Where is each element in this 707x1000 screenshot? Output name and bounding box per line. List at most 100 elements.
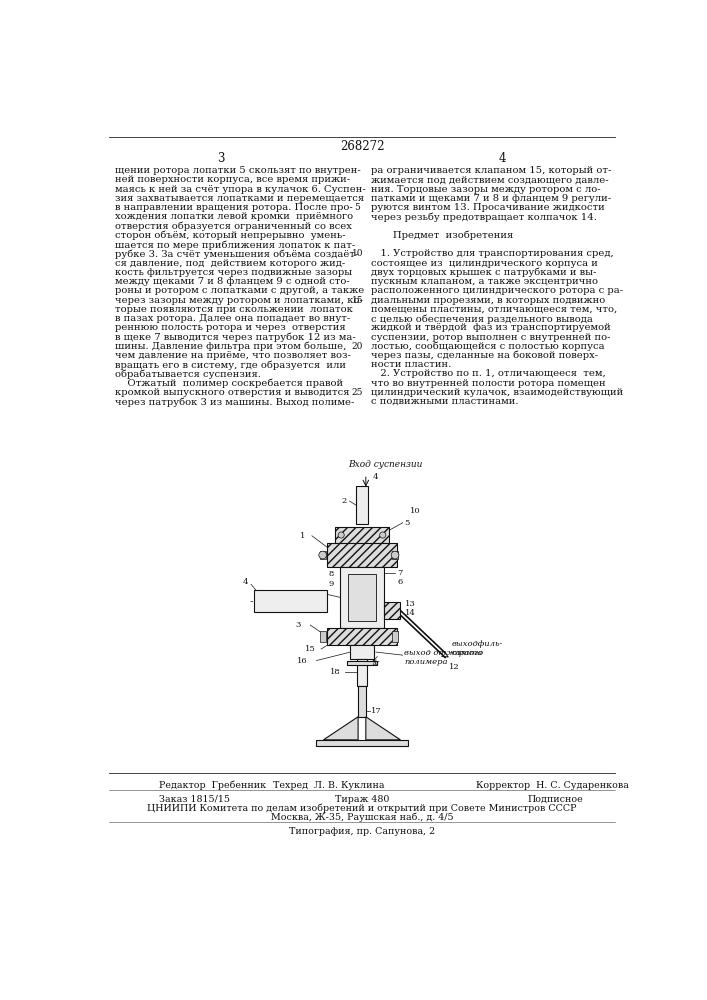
Text: 4: 4 xyxy=(498,152,506,165)
Circle shape xyxy=(338,532,344,538)
Text: ра ограничивается клапаном 15, который от-: ра ограничивается клапаном 15, который о… xyxy=(371,166,612,175)
Text: Редактор  Гребенник: Редактор Гребенник xyxy=(160,781,267,790)
Text: 11: 11 xyxy=(303,590,313,598)
Text: 9: 9 xyxy=(329,580,334,588)
Bar xyxy=(327,628,397,645)
Bar xyxy=(356,486,368,524)
Text: выход отжатого: выход отжатого xyxy=(404,649,484,657)
Text: 5: 5 xyxy=(404,519,409,527)
Text: Типография, пр. Сапунова, 2: Типография, пр. Сапунова, 2 xyxy=(289,827,435,836)
Text: обрабатывается суспензия.: обрабатывается суспензия. xyxy=(115,369,261,379)
Text: Москва, Ж-35, Раушская наб., д. 4/5: Москва, Ж-35, Раушская наб., д. 4/5 xyxy=(271,813,453,822)
Text: 20: 20 xyxy=(351,342,363,351)
Polygon shape xyxy=(324,717,358,740)
Text: Корректор  Н. С. Сударенкова: Корректор Н. С. Сударенкова xyxy=(476,781,629,790)
Text: диальными прорезями, в которых подвижно: диальными прорезями, в которых подвижно xyxy=(371,296,605,305)
Text: цилиндрический кулачок, взаимодействующий: цилиндрический кулачок, взаимодействующи… xyxy=(371,388,624,397)
Bar xyxy=(320,631,326,642)
Text: двух торцовых крышек с патрубками и вы-: двух торцовых крышек с патрубками и вы- xyxy=(371,268,597,277)
Text: что во внутренней полости ротора помещен: что во внутренней полости ротора помещен xyxy=(371,379,606,388)
Text: руются винтом 13. Просачивание жидкости: руются винтом 13. Просачивание жидкости xyxy=(371,203,605,212)
Text: Подписное: Подписное xyxy=(527,795,583,804)
Bar xyxy=(346,661,378,665)
Bar xyxy=(358,686,366,717)
Bar xyxy=(335,527,389,544)
Text: полимера: полимера xyxy=(404,658,448,666)
Circle shape xyxy=(380,532,386,538)
Text: в пазах ротора. Далее она попадает во внут-: в пазах ротора. Далее она попадает во вн… xyxy=(115,314,350,323)
Text: патками и щеками 7 и 8 и фланцем 9 регули-: патками и щеками 7 и 8 и фланцем 9 регул… xyxy=(371,194,612,203)
Text: чем давление на приёме, что позволяет воз-: чем давление на приёме, что позволяет во… xyxy=(115,351,351,360)
Text: с подвижными пластинами.: с подвижными пластинами. xyxy=(371,397,519,406)
Text: между щеками 7 и 8 фланцем 9 с одной сто-: между щеками 7 и 8 фланцем 9 с одной сто… xyxy=(115,277,349,286)
Bar xyxy=(351,645,373,659)
Text: через пазы, сделанные на боковой поверх-: через пазы, сделанные на боковой поверх- xyxy=(371,351,598,360)
Text: через резьбу предотвращает колпачок 14.: через резьбу предотвращает колпачок 14. xyxy=(371,212,597,222)
Text: сторон объём, который непрерывно  умень-: сторон объём, который непрерывно умень- xyxy=(115,231,346,240)
Text: жимается под действием создающего давле-: жимается под действием создающего давле- xyxy=(371,175,609,184)
Text: 8: 8 xyxy=(329,570,334,578)
Text: 5: 5 xyxy=(354,203,361,212)
Text: состоящее из  цилиндрического корпуса и: состоящее из цилиндрического корпуса и xyxy=(371,259,598,268)
Bar xyxy=(392,631,398,642)
Text: отверстия образуется ограниченный со всех: отверстия образуется ограниченный со все… xyxy=(115,222,351,231)
Text: Техред  Л. В. Куклина: Техред Л. В. Куклина xyxy=(273,781,385,790)
Text: помещены пластины, отличающееся тем, что,: помещены пластины, отличающееся тем, что… xyxy=(371,305,617,314)
Text: 12: 12 xyxy=(449,663,460,671)
Text: маясь к ней за счёт упора в кулачок 6. Суспен-: маясь к ней за счёт упора в кулачок 6. С… xyxy=(115,185,366,194)
Text: торые появляются при скольжении  лопаток: торые появляются при скольжении лопаток xyxy=(115,305,353,314)
Text: шается по мере приближения лопаток к пат-: шается по мере приближения лопаток к пат… xyxy=(115,240,355,250)
Circle shape xyxy=(319,551,327,559)
Text: 3: 3 xyxy=(217,152,225,165)
Text: 4: 4 xyxy=(243,578,248,586)
Text: вращать его в систему, где образуется  или: вращать его в систему, где образуется ил… xyxy=(115,360,346,370)
Text: 10: 10 xyxy=(411,507,421,515)
Text: 15: 15 xyxy=(351,296,363,305)
Text: в щеке 7 выводится через патрубок 12 из ма-: в щеке 7 выводится через патрубок 12 из … xyxy=(115,333,356,342)
Text: 18: 18 xyxy=(329,668,340,676)
Text: расположенного цилиндрического ротора с ра-: расположенного цилиндрического ротора с … xyxy=(371,286,624,295)
Text: 1: 1 xyxy=(300,532,305,540)
Bar xyxy=(254,590,327,612)
Text: 2: 2 xyxy=(341,497,346,505)
Text: 13: 13 xyxy=(405,600,416,608)
Text: суспензии, ротор выполнен с внутренней по-: суспензии, ротор выполнен с внутренней п… xyxy=(371,333,611,342)
Text: трата: трата xyxy=(451,649,483,657)
Text: щении ротора лопатки 5 скользят по внутрен-: щении ротора лопатки 5 скользят по внутр… xyxy=(115,166,361,175)
Text: роны и ротором с лопатками с другой, а также: роны и ротором с лопатками с другой, а т… xyxy=(115,286,364,295)
Text: через зазоры между ротором и лопатками, ко-: через зазоры между ротором и лопатками, … xyxy=(115,296,363,305)
Text: 3: 3 xyxy=(295,621,300,629)
Text: Вход суспензии: Вход суспензии xyxy=(348,460,422,469)
Text: кость фильтруется через подвижные зазоры: кость фильтруется через подвижные зазоры xyxy=(115,268,352,277)
Text: шины. Давление фильтра при этом больше,: шины. Давление фильтра при этом больше, xyxy=(115,342,346,351)
Text: 2. Устройство по п. 1, отличающееся  тем,: 2. Устройство по п. 1, отличающееся тем, xyxy=(371,369,606,378)
Text: 16: 16 xyxy=(298,657,308,665)
Text: Предмет  изобретения: Предмет изобретения xyxy=(371,231,513,240)
Text: через патрубок 3 из машины. Выход полиме-: через патрубок 3 из машины. Выход полиме… xyxy=(115,397,354,407)
Bar xyxy=(340,567,383,628)
Text: 25: 25 xyxy=(351,388,363,397)
Text: 14: 14 xyxy=(405,609,416,617)
Text: в направлении вращения ротора. После про-: в направлении вращения ротора. После про… xyxy=(115,203,353,212)
Text: кромкой выпускного отверстия и выводится: кромкой выпускного отверстия и выводится xyxy=(115,388,349,397)
Bar xyxy=(383,602,400,619)
Polygon shape xyxy=(366,717,400,740)
Text: ЦНИИПИ Комитета по делам изобретений и открытий при Совете Министров СССР: ЦНИИПИ Комитета по делам изобретений и о… xyxy=(147,804,577,813)
Text: Заказ 1815/15: Заказ 1815/15 xyxy=(160,795,230,804)
Text: ся давление, под  действием которого жид-: ся давление, под действием которого жид- xyxy=(115,259,345,268)
Bar xyxy=(348,574,376,620)
Text: A: A xyxy=(371,660,377,668)
Text: хождения лопатки левой кромки  приёмного: хождения лопатки левой кромки приёмного xyxy=(115,212,353,221)
Text: Тираж 480: Тираж 480 xyxy=(335,795,389,804)
Bar xyxy=(392,551,398,559)
Text: зия захватывается лопатками и перемещается: зия захватывается лопатками и перемещает… xyxy=(115,194,364,203)
Text: 17: 17 xyxy=(371,707,382,715)
Text: лостью, сообщающейся с полостью корпуса: лостью, сообщающейся с полостью корпуса xyxy=(371,342,604,351)
Text: выходфиль-: выходфиль- xyxy=(451,640,503,648)
Text: реннюю полость ротора и через  отверстия: реннюю полость ротора и через отверстия xyxy=(115,323,346,332)
Text: 4: 4 xyxy=(373,473,378,481)
Bar xyxy=(320,551,326,559)
Text: 7: 7 xyxy=(397,569,403,577)
Text: 268272: 268272 xyxy=(339,140,384,153)
Text: жидкой и твёрдой  фаз из транспортируемой: жидкой и твёрдой фаз из транспортируемой xyxy=(371,323,611,332)
